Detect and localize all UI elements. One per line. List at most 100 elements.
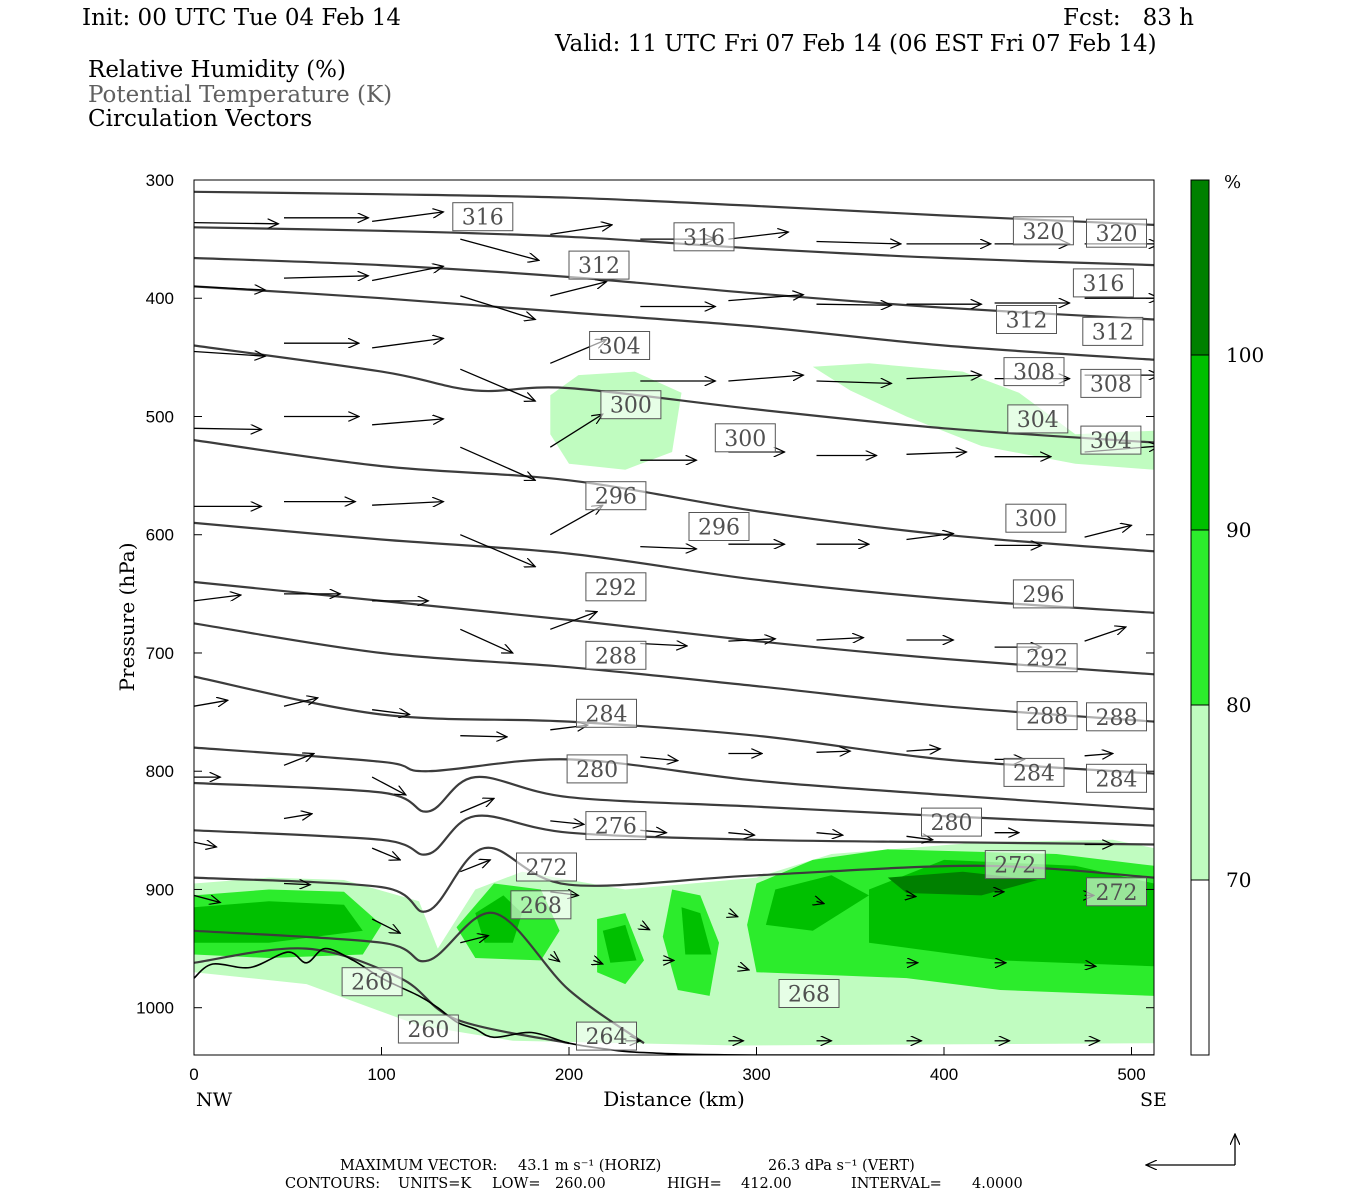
circulation-vector (906, 452, 967, 454)
rh-region-90-100 (681, 907, 712, 955)
y-tick-label: 500 (146, 407, 174, 426)
max-vector-horiz: 43.1 m s⁻¹ (HORIZ) (518, 1158, 662, 1174)
circulation-vector (550, 225, 612, 236)
x-tick-label: 400 (930, 1065, 958, 1084)
contour-label: 316 (1072, 268, 1134, 298)
contour-label: 296 (1012, 579, 1074, 609)
circulation-vector (194, 428, 262, 429)
circulation-vector (283, 884, 310, 885)
circulation-vector (549, 414, 603, 448)
valid-time: Valid: 11 UTC Fri 07 Feb 14 (06 EST Fri … (555, 31, 1157, 57)
contour-label-box (1003, 757, 1065, 787)
contour-high-label: HIGH= (667, 1176, 722, 1192)
circulation-vector (460, 368, 535, 401)
circulation-vector (817, 901, 825, 903)
circulation-vector (460, 860, 490, 873)
y-tick-label: 900 (146, 880, 174, 899)
contour-label-text: 304 (1017, 408, 1059, 433)
contour-label: 280 (566, 754, 628, 784)
circulation-vector (372, 710, 410, 715)
rh-region-90-100 (475, 895, 523, 943)
contour-label-text: 292 (1026, 647, 1068, 672)
circulation-vectors (194, 212, 1154, 1041)
colorbar-level-label: 70 (1226, 868, 1251, 892)
contour-label-text: 264 (586, 1025, 628, 1050)
contour-label: 304 (1007, 404, 1069, 434)
y-axis-label: Pressure (hPa) (115, 543, 139, 692)
contour-label-text: 296 (1022, 583, 1064, 608)
contour-label-box (585, 481, 647, 511)
contour-label-box (996, 305, 1057, 334)
contour-high: 412.00 (741, 1176, 792, 1192)
contour-label-text: 284 (586, 702, 628, 727)
circulation-vector (372, 338, 443, 349)
contour-label-box (600, 390, 662, 420)
max-vector-label: MAXIMUM VECTOR: (340, 1158, 498, 1174)
colorbar: 100 90 80 70 (1190, 179, 1264, 1056)
contour-label: 320 (1086, 218, 1147, 248)
contour-label-text: 280 (576, 758, 618, 783)
colorbar-segment (1190, 179, 1210, 356)
circulation-vector (640, 644, 687, 646)
contour-label-text: 288 (595, 644, 637, 669)
axes: 0 100 200 300 400 500 300 400 500 600 700 800 900 100… (136, 171, 1154, 1084)
contour-label-box (568, 250, 630, 280)
circulation-vector (283, 276, 368, 278)
contour-label-text: 268 (520, 894, 562, 919)
contour-label-text: 296 (595, 485, 637, 510)
theta-contour-316 (194, 226, 1154, 267)
contour-label-box (1080, 368, 1142, 398)
circulation-vector (906, 836, 933, 840)
contour-label-text: 272 (1096, 881, 1138, 906)
circulation-vector (460, 736, 507, 737)
colorbar-unit: % (1224, 172, 1241, 193)
contour-label: 296 (688, 512, 750, 541)
circulation-vector (194, 700, 228, 706)
contour-label-text: 288 (1026, 705, 1068, 730)
rh-region-70-80 (812, 363, 1154, 470)
circulation-vector (816, 638, 864, 640)
contour-label-text: 312 (1006, 309, 1048, 334)
field-vectors: Circulation Vectors (88, 106, 313, 132)
circulation-vector (550, 282, 606, 297)
contour-label-box (921, 807, 982, 837)
circulation-vector (906, 534, 954, 541)
circulation-vector (728, 913, 737, 917)
theta-contour-288 (194, 622, 1154, 723)
field-theta: Potential Temperature (K) (88, 82, 393, 108)
contour-label-box (589, 331, 651, 360)
circulation-vector (194, 842, 217, 847)
contour-label: 260 (341, 967, 403, 997)
circulation-vector (550, 821, 584, 825)
colorbar-segment (1190, 354, 1210, 531)
circulation-vector (194, 595, 241, 602)
forecast-hour: Fcst: 83 h (1063, 5, 1194, 31)
contour-label-text: 316 (1082, 272, 1124, 297)
contour-label: 292 (1016, 643, 1078, 673)
contour-label-text: 272 (994, 854, 1036, 879)
contour-label-box (510, 890, 572, 920)
y-tick-label: 600 (146, 526, 174, 545)
contour-label-text: 304 (1090, 429, 1132, 454)
contour-label-box (1086, 218, 1147, 248)
contour-label-box (1016, 701, 1078, 731)
contour-label-box (1080, 425, 1142, 455)
circulation-vector (738, 966, 749, 970)
circulation-vector (460, 798, 494, 814)
y-tick-label: 300 (146, 171, 174, 190)
contour-label-box (585, 811, 647, 841)
contour-label-box (576, 698, 637, 728)
contour-units: UNITS=K (398, 1176, 472, 1192)
contour-label-box (397, 1014, 459, 1044)
contour-interval-label: INTERVAL= (851, 1176, 942, 1192)
contour-label: 284 (576, 698, 637, 728)
circulation-vector (816, 751, 851, 752)
contour-label: 272 (1086, 877, 1147, 907)
circulation-vector (816, 833, 843, 835)
contour-label: 308 (1003, 357, 1065, 387)
circulation-vector (460, 238, 539, 260)
circulation-vector (194, 894, 220, 902)
contour-label-box (1082, 316, 1144, 346)
circulation-vector (593, 960, 602, 964)
